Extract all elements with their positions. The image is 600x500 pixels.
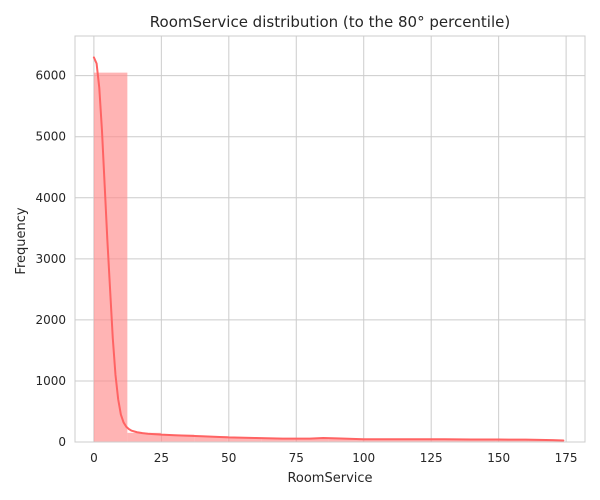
kde-layer	[92, 56, 565, 442]
histogram-bar	[428, 439, 462, 442]
x-tick-labels: 0 25 50 75 100 125 150 175	[90, 451, 577, 465]
histogram-bar	[461, 439, 496, 442]
y-tick-label: 6000	[35, 69, 66, 83]
histogram-bar	[361, 439, 396, 442]
kde-line	[92, 56, 565, 442]
x-tick-label: 50	[221, 451, 236, 465]
y-tick-label: 5000	[35, 130, 66, 144]
histogram-bar	[227, 437, 262, 442]
histogram-bar	[261, 438, 295, 442]
histogram-bar	[93, 72, 128, 442]
y-tick-label: 0	[58, 435, 66, 449]
grid-layer	[75, 36, 585, 443]
x-tick-label: 150	[487, 451, 510, 465]
y-tick-labels: 0 1000 2000 3000 4000 5000 6000	[35, 69, 66, 449]
plot-area-frame	[74, 35, 586, 443]
histogram-bar	[294, 438, 329, 442]
x-tick-label: 125	[420, 451, 443, 465]
y-tick-label: 3000	[35, 252, 66, 266]
histogram-bar	[160, 434, 195, 442]
y-tick-label: 4000	[35, 191, 66, 205]
histogram-bar	[194, 436, 228, 442]
x-tick-label: 25	[154, 451, 169, 465]
x-tick-label: 175	[555, 451, 578, 465]
histogram-bar	[127, 432, 161, 442]
chart-title: RoomService distribution (to the 80° per…	[150, 13, 510, 31]
y-tick-label: 1000	[35, 374, 66, 388]
y-tick-label: 2000	[35, 313, 66, 327]
x-tick-label: 75	[289, 451, 304, 465]
histogram-bar	[328, 438, 362, 442]
x-axis-label: RoomService	[287, 471, 372, 486]
bars-layer	[93, 72, 563, 442]
histogram-bar	[395, 439, 429, 442]
x-tick-label: 100	[352, 451, 375, 465]
y-axis-label: Frequency	[14, 207, 29, 274]
histogram-bar	[495, 439, 529, 442]
x-tick-label: 0	[90, 451, 98, 465]
